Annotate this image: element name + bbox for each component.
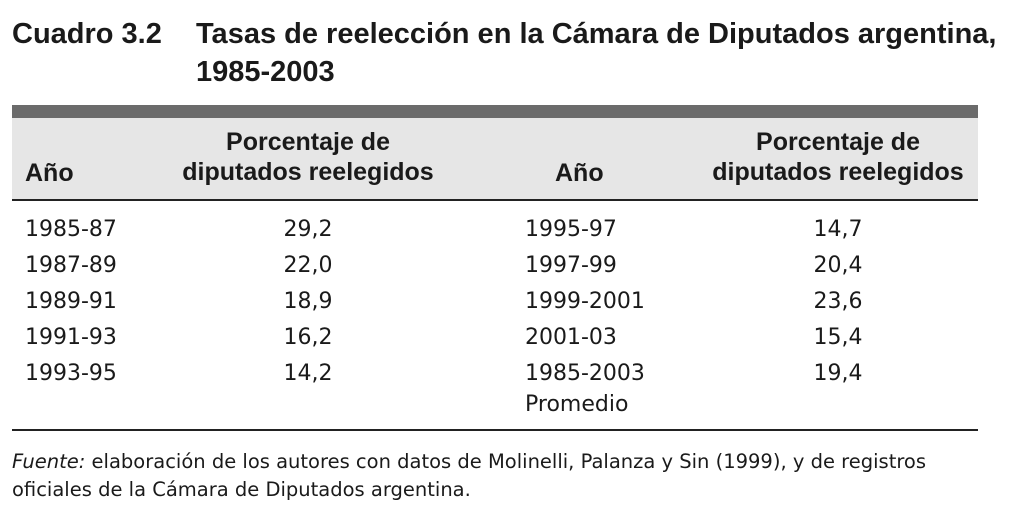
cell-year: 1995-97 [525,217,617,242]
cell-value: 14,7 [813,217,863,242]
source-text: elaboración de los autores con datos de … [12,450,927,501]
cell-value: 14,2 [283,361,333,386]
header-pct-left-2: diputados reelegidos [182,158,434,186]
cell-year: 1999-2001 [525,289,645,314]
cell-value: 15,4 [813,325,863,350]
table-label: Cuadro 3.2 [12,18,162,50]
cell-value: 20,4 [813,253,863,278]
cell-year: 1987-89 [25,253,117,278]
cell-year-note: Promedio [525,392,629,417]
header-year-left: Año [25,159,74,187]
cell-year: 1985-87 [25,217,117,242]
cell-year: 2001-03 [525,325,617,350]
table-title-line2: 1985-2003 [196,56,335,88]
cell-year: 1997-99 [525,253,617,278]
cell-value: 22,0 [283,253,333,278]
table-bottom-rule [12,429,978,431]
cell-year: 1991-93 [25,325,117,350]
table-header [12,118,978,200]
cell-value: 19,4 [813,361,863,386]
cell-year: 1985-2003 [525,361,645,386]
header-rule [12,199,978,201]
table-top-band [12,105,978,118]
source-label: Fuente: [12,450,86,473]
source-note: Fuente: elaboración de los autores con d… [12,448,992,504]
cell-value: 29,2 [283,217,333,242]
table-title-line1: Tasas de reelección en la Cámara de Dipu… [196,18,997,50]
cell-value: 18,9 [283,289,333,314]
header-pct-right-2: diputados reelegidos [712,158,964,186]
cell-year: 1989-91 [25,289,117,314]
cell-value: 16,2 [283,325,333,350]
cell-value: 23,6 [813,289,863,314]
header-year-right: Año [555,159,604,187]
cell-year: 1993-95 [25,361,117,386]
header-pct-left-1: Porcentaje de [226,128,390,156]
header-pct-right-1: Porcentaje de [756,128,920,156]
